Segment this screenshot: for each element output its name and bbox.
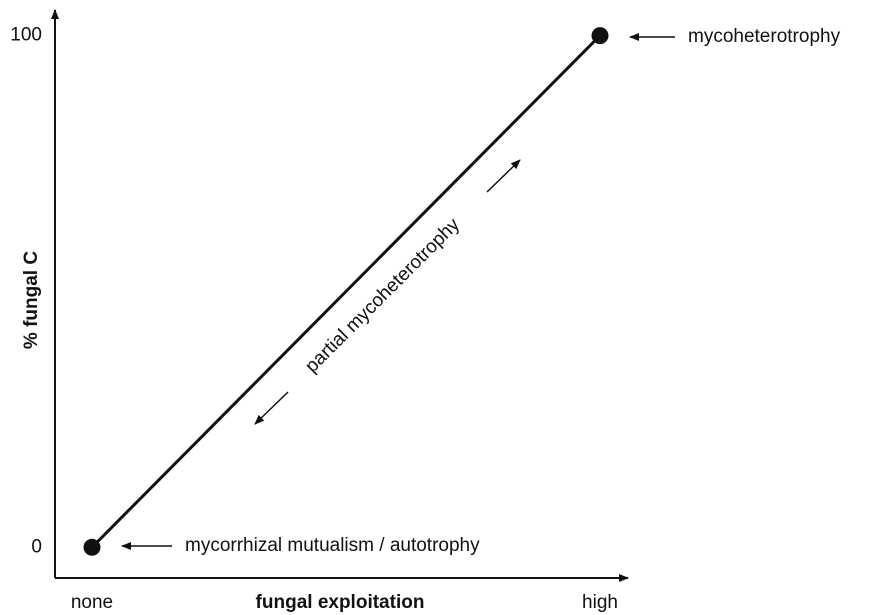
- x-tick-label: none: [71, 592, 113, 613]
- annotation: partial mycoheterotrophy: [301, 214, 464, 377]
- x-axis-label: fungal exploitation: [256, 592, 425, 613]
- annotation-arrow: [486, 159, 521, 193]
- y-tick-label: 100: [10, 25, 42, 46]
- line: [90, 34, 602, 549]
- x-tick-label: high: [582, 592, 618, 613]
- annotation: mycorrhizal mutualism / autotrophy: [185, 535, 480, 556]
- point: [591, 27, 609, 45]
- y-axis-label: % fungal C: [21, 251, 42, 349]
- annotation: mycoheterotrophy: [688, 26, 841, 47]
- point: [83, 538, 101, 556]
- y-tick-label: 0: [31, 536, 42, 557]
- annotation-arrow: [254, 391, 289, 425]
